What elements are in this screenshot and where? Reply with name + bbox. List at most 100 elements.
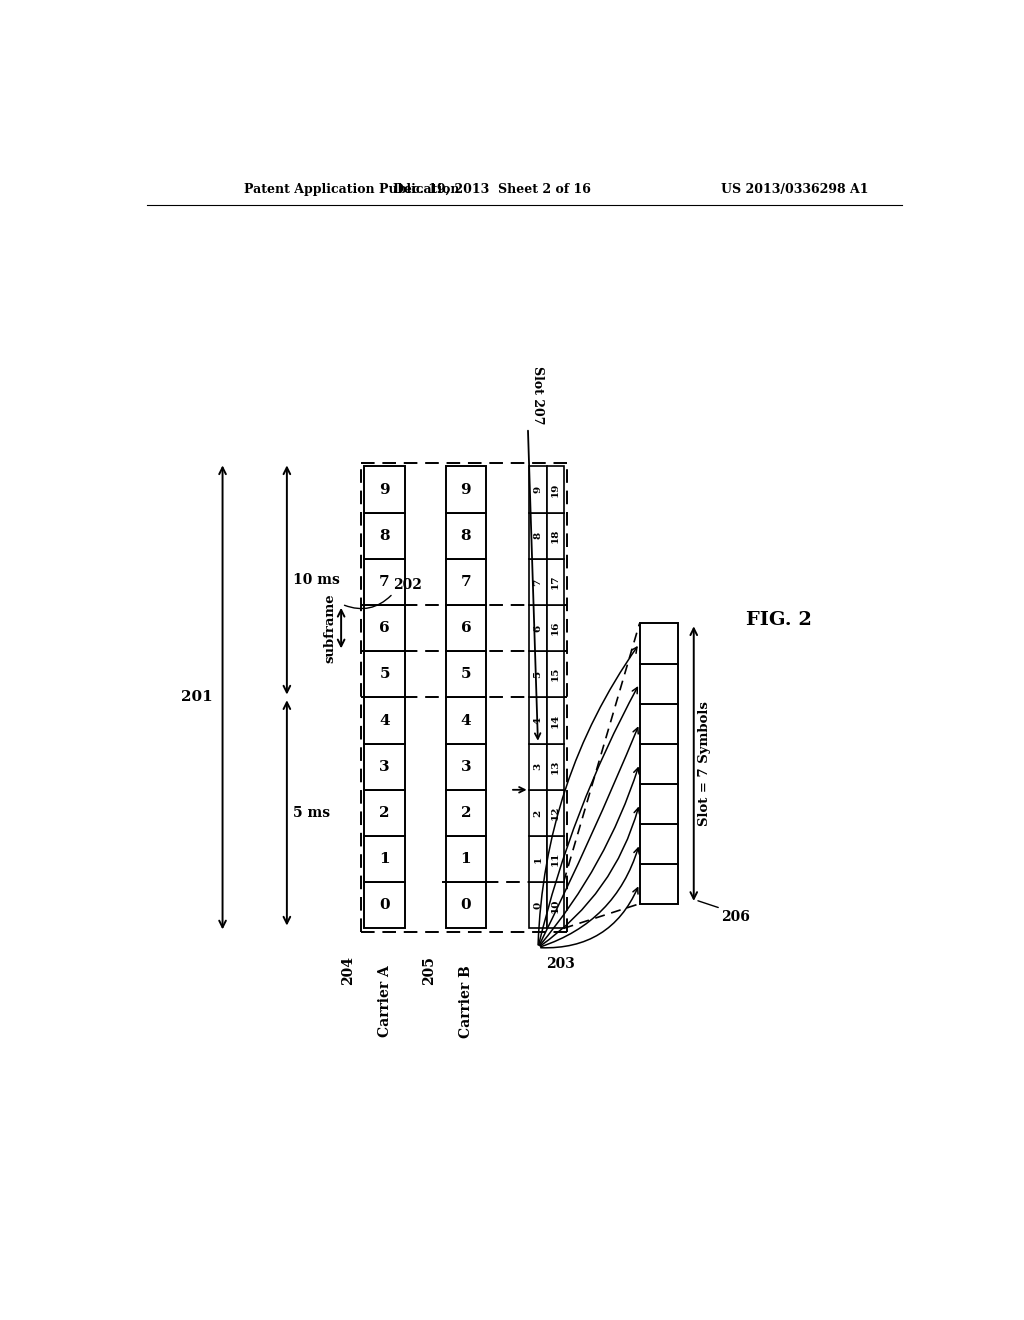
Text: 206: 206 [721, 909, 750, 924]
Bar [365, 651, 404, 697]
Text: Slot 207: Slot 207 [531, 366, 544, 424]
Bar [365, 605, 404, 651]
Bar [445, 558, 486, 605]
Bar [547, 466, 563, 512]
Text: 5: 5 [379, 668, 390, 681]
Text: 19: 19 [551, 482, 559, 496]
Bar [547, 882, 563, 928]
Text: 3: 3 [461, 760, 471, 774]
Text: 14: 14 [551, 713, 559, 727]
Bar [445, 512, 486, 558]
Bar [529, 512, 547, 558]
Text: Slot = 7 Symbols: Slot = 7 Symbols [698, 701, 712, 826]
Bar [529, 466, 547, 512]
Text: Carrier B: Carrier B [459, 965, 473, 1038]
Text: 9: 9 [534, 486, 543, 494]
Text: 12: 12 [551, 805, 559, 820]
Text: 1: 1 [534, 855, 543, 863]
Bar [547, 743, 563, 789]
Text: 11: 11 [551, 851, 559, 866]
Bar [445, 605, 486, 651]
Bar [547, 836, 563, 882]
Text: 5: 5 [461, 668, 471, 681]
Text: 7: 7 [379, 576, 390, 589]
Text: 203: 203 [546, 957, 574, 972]
Bar [640, 863, 678, 904]
Text: 8: 8 [534, 532, 543, 540]
Text: 2: 2 [461, 807, 471, 820]
Text: 16: 16 [551, 620, 559, 635]
Text: Patent Application Publication: Patent Application Publication [245, 182, 460, 195]
Bar [529, 651, 547, 697]
Bar [547, 512, 563, 558]
Text: 0: 0 [461, 899, 471, 912]
Bar [445, 836, 486, 882]
Bar [365, 697, 404, 743]
Text: 8: 8 [461, 529, 471, 543]
Bar [529, 789, 547, 836]
Bar [529, 605, 547, 651]
Bar [445, 466, 486, 512]
Bar [547, 558, 563, 605]
Text: 4: 4 [534, 717, 543, 725]
Text: Carrier A: Carrier A [378, 965, 391, 1038]
Text: 9: 9 [461, 483, 471, 496]
Bar [547, 605, 563, 651]
Text: 3: 3 [379, 760, 390, 774]
Bar [529, 697, 547, 743]
Bar [640, 704, 678, 743]
Bar [547, 697, 563, 743]
Text: 18: 18 [551, 528, 559, 543]
Bar [445, 743, 486, 789]
Text: 7: 7 [461, 576, 471, 589]
Text: 0: 0 [534, 902, 543, 909]
Bar [365, 789, 404, 836]
Text: 9: 9 [379, 483, 390, 496]
Text: 4: 4 [379, 714, 390, 727]
Text: 15: 15 [551, 667, 559, 681]
Bar [640, 664, 678, 704]
Text: 8: 8 [379, 529, 390, 543]
Text: 7: 7 [534, 578, 543, 586]
Text: 17: 17 [551, 574, 559, 589]
Text: 6: 6 [461, 622, 471, 635]
Bar [445, 697, 486, 743]
Text: 3: 3 [534, 763, 543, 771]
Text: 5 ms: 5 ms [293, 807, 330, 820]
Bar [365, 512, 404, 558]
Bar [445, 789, 486, 836]
Bar [365, 836, 404, 882]
Bar [365, 466, 404, 512]
Text: 6: 6 [379, 622, 390, 635]
Text: 13: 13 [551, 759, 559, 774]
Bar [640, 824, 678, 863]
Text: 2: 2 [379, 807, 390, 820]
Text: 10 ms: 10 ms [293, 573, 340, 587]
Text: subframe: subframe [324, 593, 337, 663]
Text: 0: 0 [379, 899, 390, 912]
Text: 201: 201 [181, 690, 213, 705]
Bar [547, 651, 563, 697]
Bar [547, 789, 563, 836]
Text: 5: 5 [534, 671, 543, 678]
Text: 10: 10 [551, 898, 559, 912]
Text: Dec. 19, 2013  Sheet 2 of 16: Dec. 19, 2013 Sheet 2 of 16 [393, 182, 591, 195]
Text: 205: 205 [423, 956, 436, 985]
Text: US 2013/0336298 A1: US 2013/0336298 A1 [721, 182, 868, 195]
Bar [529, 558, 547, 605]
Text: FIG. 2: FIG. 2 [746, 611, 812, 630]
Bar [365, 558, 404, 605]
Text: 6: 6 [534, 624, 543, 632]
Text: 1: 1 [379, 853, 390, 866]
Bar [529, 882, 547, 928]
Text: 4: 4 [461, 714, 471, 727]
Text: 202: 202 [393, 578, 422, 591]
Bar [445, 882, 486, 928]
Bar [365, 743, 404, 789]
Bar [445, 651, 486, 697]
Text: 2: 2 [534, 809, 543, 817]
Bar [640, 623, 678, 664]
Bar [365, 882, 404, 928]
Text: 204: 204 [341, 956, 355, 985]
Bar [529, 836, 547, 882]
